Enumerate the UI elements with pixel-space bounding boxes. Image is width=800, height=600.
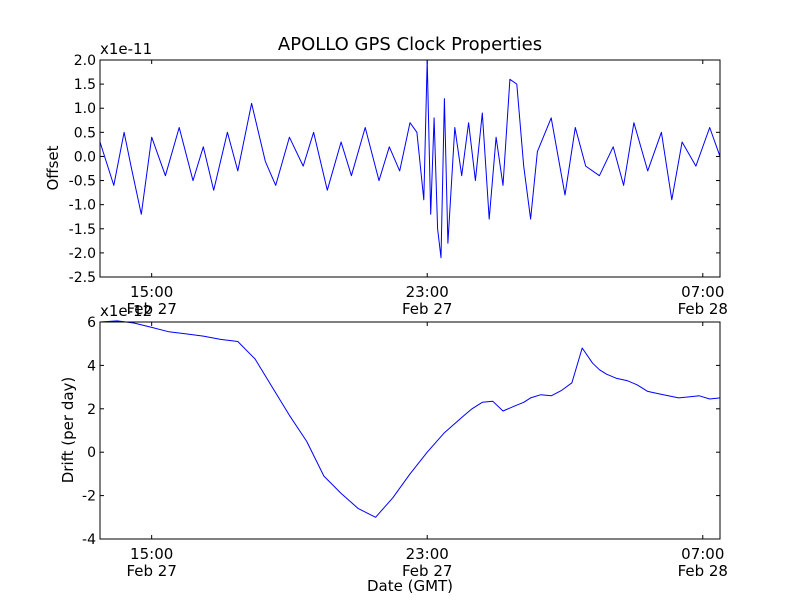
offset-ytick-label: -2.5 xyxy=(69,270,96,286)
drift-y-axis-label: Drift (per day) xyxy=(59,377,77,484)
x-axis-label: Date (GMT) xyxy=(367,577,453,595)
drift-xtick-date-label: Feb 27 xyxy=(126,562,176,580)
offset-ytick-label: 0.5 xyxy=(74,125,96,141)
drift-ytick-label: -4 xyxy=(82,532,96,548)
offset-ytick-label: -0.5 xyxy=(69,174,96,190)
drift-xtick-time-label: 23:00 xyxy=(406,545,449,563)
offset-ytick-label: 0.0 xyxy=(74,149,96,165)
drift-xtick-time-label: 07:00 xyxy=(681,545,724,563)
drift-ytick-label: -2 xyxy=(82,489,96,505)
offset-xtick-time-label: 07:00 xyxy=(681,283,724,301)
offset-series-line xyxy=(99,59,721,259)
offset-ytick-label: -1.5 xyxy=(69,222,96,238)
offset-ytick-label: 2.0 xyxy=(74,53,96,69)
drift-ytick-label: 2 xyxy=(87,402,96,418)
drift-plot-frame xyxy=(99,321,721,540)
offset-ytick-label: 1.5 xyxy=(74,77,96,93)
drift-ytick-label: 4 xyxy=(87,358,96,374)
drift-plot-area xyxy=(100,322,720,539)
offset-panel: x1e-11 Offset 2.0 1.5 1.0 0.5 0.0 -0.5 -1.0 -1.… xyxy=(44,40,728,318)
offset-xtick-time-label: 15:00 xyxy=(130,283,173,301)
offset-xtick-time-label: 23:00 xyxy=(406,283,449,301)
offset-ytick-label: -2.0 xyxy=(69,246,96,262)
drift-ytick-label: 0 xyxy=(87,445,96,461)
offset-xtick-date-label: Feb 27 xyxy=(402,300,452,318)
drift-series-line xyxy=(99,320,721,518)
drift-xtick-date-label: Feb 28 xyxy=(678,562,728,580)
drift-panel: x1e-12 Drift (per day) 6420-2-415:00Feb … xyxy=(59,302,728,580)
offset-xtick-date-label: Feb 27 xyxy=(126,300,176,318)
offset-ytick-label: -1.0 xyxy=(69,198,96,214)
drift-exponent-label: x1e-12 xyxy=(100,302,152,320)
offset-y-axis-label: Offset xyxy=(44,145,62,190)
offset-xtick-date-label: Feb 28 xyxy=(678,300,728,318)
offset-plot-area xyxy=(100,60,720,277)
drift-ytick-label: 6 xyxy=(87,315,96,331)
offset-plot-frame xyxy=(99,59,721,278)
offset-ytick-label: 1.0 xyxy=(74,101,96,117)
offset-exponent-label: x1e-11 xyxy=(100,40,152,58)
drift-xtick-time-label: 15:00 xyxy=(130,545,173,563)
drift-xtick-date-label: Feb 27 xyxy=(402,562,452,580)
chart-title: APOLLO GPS Clock Properties xyxy=(278,34,542,55)
